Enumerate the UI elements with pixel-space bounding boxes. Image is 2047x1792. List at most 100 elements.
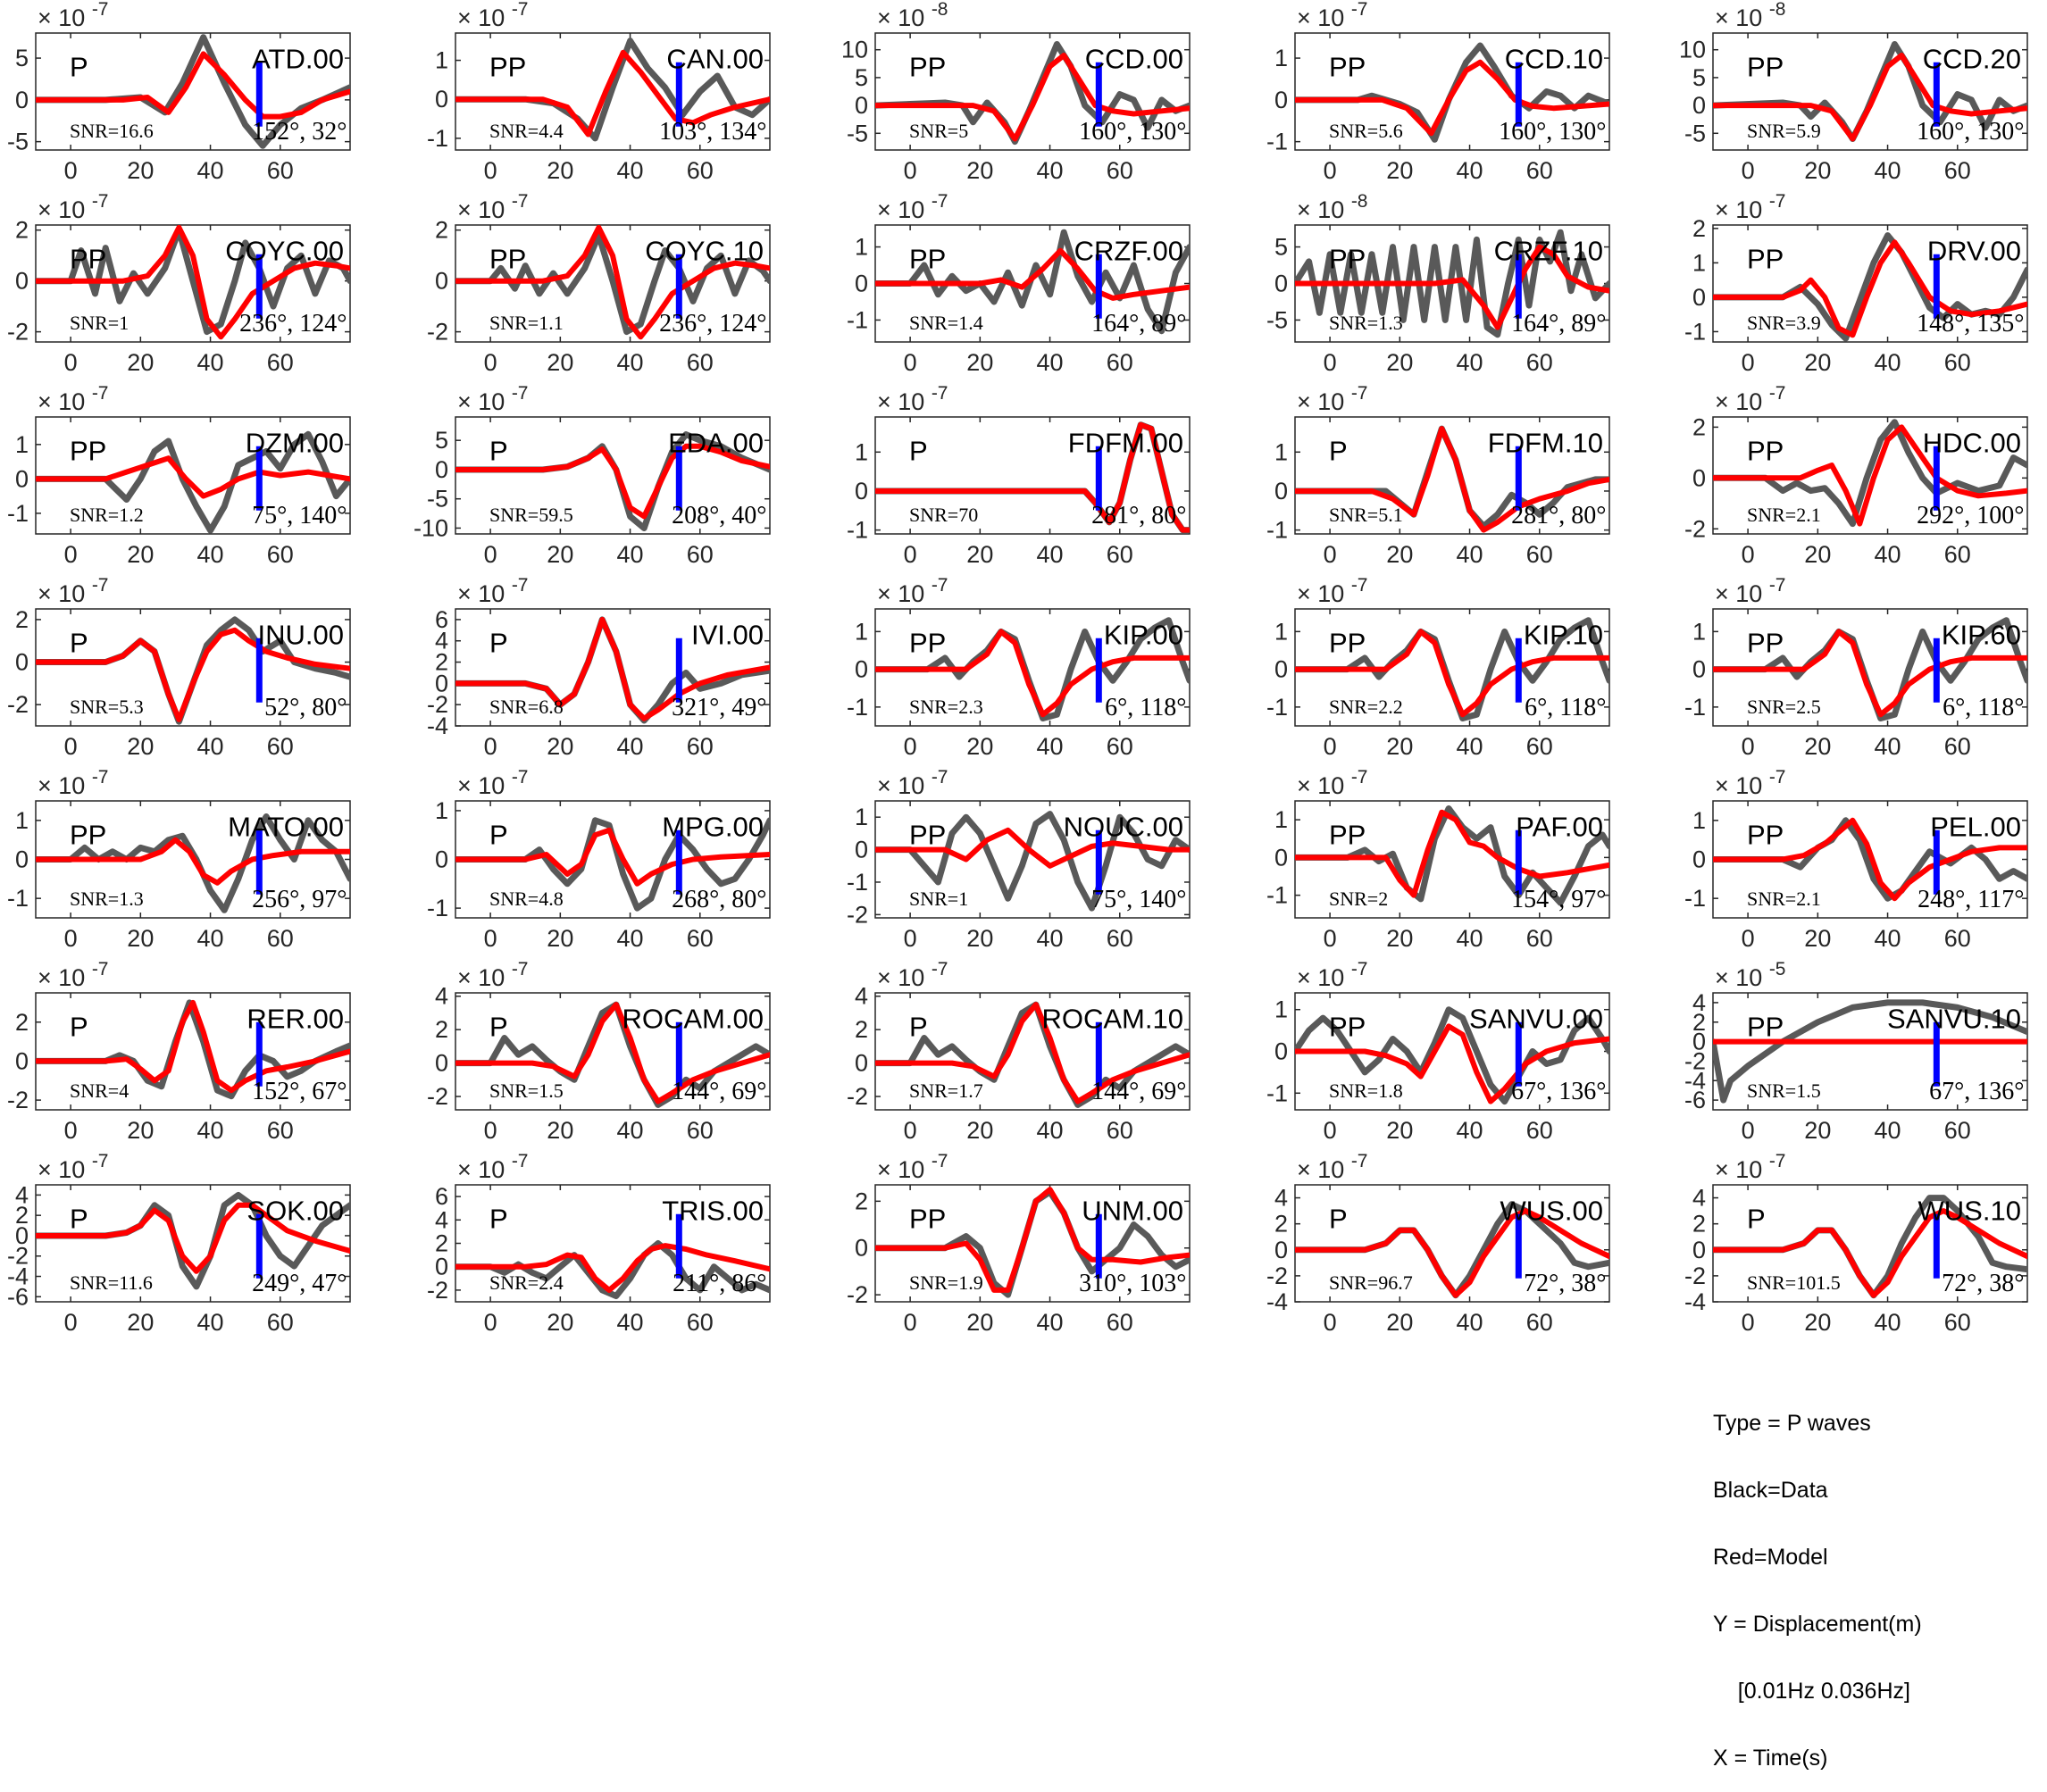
x-tick-label: 0 (64, 157, 78, 184)
y-exponent-label: × 10 -7 (877, 575, 948, 607)
y-tick-label: -2 (7, 1243, 29, 1270)
y-tick-label: -2 (847, 901, 868, 928)
y-tick-label: 4 (435, 983, 448, 1010)
y-exponent-label: × 10 -7 (1297, 1151, 1368, 1183)
panel-mpg-00: 0 20 40 60 -1 0 1 × 10 -7 P MPG.00 SNR=4.8 268°, 80… (427, 767, 771, 952)
x-tick-label: 0 (64, 733, 78, 760)
x-tick-label: 40 (1037, 733, 1064, 760)
snr-label: SNR=2.1 (1747, 504, 1821, 526)
snr-label: SNR=1.3 (1329, 312, 1403, 334)
y-tick-label: -4 (1684, 1067, 1706, 1094)
snr-label: SNR=5.3 (70, 696, 144, 718)
phase-label: PP (1747, 627, 1784, 658)
panel-kip-00: 0 20 40 60 -1 0 1 × 10 -7 PP KIP.00 SNR=2.3 6°, 118… (847, 575, 1191, 760)
y-tick-label: 0 (15, 846, 29, 873)
azimuth-angles-label: 103°, 134° (659, 118, 766, 146)
x-tick-label: 40 (617, 541, 644, 568)
x-tick-label: 40 (1457, 733, 1483, 760)
y-tick-label: -2 (847, 1083, 868, 1110)
y-exponent-label: × 10 -7 (38, 767, 109, 799)
azimuth-angles-label: 6°, 118° (1105, 694, 1186, 721)
x-tick-label: 0 (64, 925, 78, 952)
x-tick-label: 60 (1526, 349, 1553, 376)
phase-label: PP (909, 51, 946, 82)
y-tick-label: 2 (855, 1188, 868, 1214)
x-tick-label: 20 (1386, 733, 1413, 760)
y-tick-label: 0 (1274, 1237, 1288, 1263)
station-label: COYC.00 (225, 235, 344, 266)
y-tick-label: -4 (7, 1263, 29, 1290)
x-tick-label: 0 (1742, 925, 1755, 952)
phase-label: PP (1747, 435, 1784, 466)
y-tick-label: -5 (1684, 120, 1706, 146)
x-tick-label: 40 (1037, 541, 1064, 568)
x-tick-label: 0 (484, 157, 497, 184)
x-tick-label: 40 (1037, 349, 1064, 376)
model-waveform (875, 1187, 1190, 1293)
x-tick-label: 20 (127, 733, 154, 760)
x-tick-label: 40 (1457, 349, 1483, 376)
station-label: DRV.00 (1927, 235, 2021, 266)
x-tick-label: 20 (127, 925, 154, 952)
y-exponent-label: × 10 -8 (877, 0, 948, 31)
x-tick-label: 0 (904, 733, 917, 760)
model-waveform (36, 455, 350, 499)
model-waveform (455, 616, 770, 721)
panel-drv-00: 0 20 40 60 -1 0 1 2 × 10 -7 PP DRV.00 SNR=3.9 148°, … (1684, 191, 2028, 376)
y-tick-label: 2 (435, 1230, 448, 1257)
phase-label: PP (1329, 243, 1366, 274)
station-label: ROCAM.10 (1041, 1003, 1182, 1034)
x-tick-label: 20 (547, 541, 573, 568)
y-exponent-label: × 10 -7 (1715, 191, 1786, 223)
x-tick-label: 0 (1742, 1117, 1755, 1144)
y-tick-label: 0 (1692, 92, 1706, 119)
legend-model-color: Red=Model (1713, 1545, 1828, 1570)
x-tick-label: 60 (687, 733, 714, 760)
y-tick-label: 1 (15, 431, 29, 458)
x-tick-label: 20 (127, 1309, 154, 1336)
model-waveform (875, 827, 1190, 869)
x-tick-label: 0 (904, 1117, 917, 1144)
y-tick-label: -2 (7, 319, 29, 346)
y-exponent-label: × 10 -7 (1297, 0, 1368, 31)
station-label: EDA.00 (668, 427, 764, 458)
phase-label: P (70, 1203, 88, 1234)
panel-dzm-00: 0 20 40 60 -1 0 1 × 10 -7 PP DZM.00 SNR=1.2 75°, 14… (7, 383, 351, 568)
y-tick-label: 0 (1692, 1237, 1706, 1263)
x-tick-label: 0 (484, 925, 497, 952)
station-label: CCD.20 (1923, 43, 2021, 74)
y-exponent-label: × 10 -8 (1297, 191, 1368, 223)
y-tick-label: 0 (15, 1047, 29, 1074)
y-tick-label: -1 (1266, 694, 1288, 721)
x-tick-label: 60 (1526, 157, 1553, 184)
y-tick-label: 0 (435, 846, 448, 873)
phase-label: PP (70, 435, 106, 466)
snr-label: SNR=11.6 (70, 1271, 153, 1294)
panel-hdc-00: 0 20 40 60 -2 0 2 × 10 -7 PP HDC.00 SNR=2.1 292°, 1… (1684, 383, 2028, 568)
snr-label: SNR=1.5 (489, 1079, 564, 1102)
y-tick-label: 10 (1679, 37, 1706, 63)
model-waveform (1295, 809, 1609, 898)
station-label: PAF.00 (1516, 811, 1603, 842)
x-tick-label: 60 (1107, 157, 1133, 184)
model-waveform (36, 225, 350, 340)
x-tick-label: 0 (64, 1309, 78, 1336)
x-tick-label: 0 (484, 733, 497, 760)
x-tick-label: 60 (1107, 733, 1133, 760)
y-exponent-label: × 10 -7 (877, 383, 948, 415)
snr-label: SNR=1 (909, 888, 968, 910)
x-tick-label: 40 (1875, 925, 1901, 952)
x-tick-label: 20 (966, 1117, 993, 1144)
model-waveform (875, 247, 1190, 301)
y-exponent-label: × 10 -7 (877, 767, 948, 799)
azimuth-angles-label: 67°, 136° (1511, 1078, 1606, 1105)
y-tick-label: 0 (1274, 271, 1288, 297)
azimuth-angles-label: 6°, 118° (1525, 694, 1606, 721)
y-tick-label: -2 (1684, 515, 1706, 542)
y-tick-label: 0 (855, 271, 868, 297)
azimuth-angles-label: 152°, 32° (252, 118, 347, 146)
y-tick-label: 4 (1692, 1185, 1706, 1212)
azimuth-angles-label: 208°, 40° (672, 502, 766, 529)
